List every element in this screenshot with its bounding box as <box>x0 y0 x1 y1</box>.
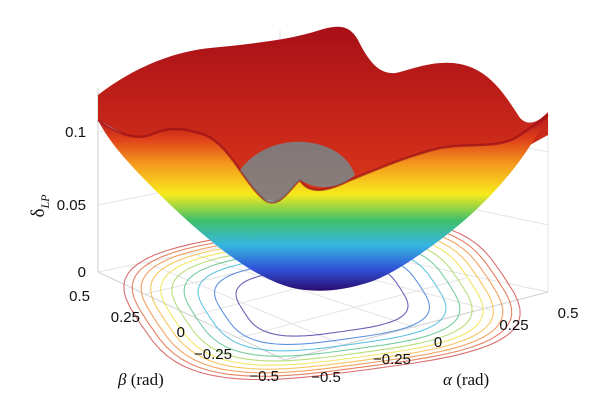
y-tick-label: 0.5 <box>69 288 90 305</box>
grid-line <box>237 277 467 339</box>
y-tick-label: 0.25 <box>111 309 140 326</box>
grid-line <box>189 252 418 329</box>
z-tick-label: 0.05 <box>57 197 86 214</box>
y-axis-label: β (rad) <box>117 370 164 389</box>
z-tick-label: 0.1 <box>65 124 86 141</box>
x-axis-line <box>284 291 549 361</box>
x-axis-label: α (rad) <box>443 370 489 389</box>
y-tick-label: −0.5 <box>249 368 279 385</box>
x-tick-label: 0 <box>434 334 442 351</box>
z-axis-label: δLP <box>28 194 52 218</box>
y-ticks: 0.5 0.25 0 −0.25 −0.5 <box>69 288 279 385</box>
y-axis-line <box>97 271 286 361</box>
z-tick-label: 0 <box>78 264 86 281</box>
y-tick-label: 0 <box>177 324 185 341</box>
surface-basin <box>240 141 355 203</box>
x-tick-label: −0.5 <box>311 369 341 386</box>
surface <box>97 26 549 291</box>
x-tick-label: 0.5 <box>558 305 579 322</box>
z-ticks: 0 0.05 0.1 <box>57 124 86 281</box>
y-tick-label: −0.25 <box>194 346 232 363</box>
x-ticks: −0.5 −0.25 0 0.25 0.5 <box>311 305 578 386</box>
surface-bowl <box>98 115 548 291</box>
x-tick-label: −0.25 <box>373 351 411 368</box>
x-tick-label: 0.25 <box>499 317 528 334</box>
surface-front-rim <box>97 114 549 204</box>
